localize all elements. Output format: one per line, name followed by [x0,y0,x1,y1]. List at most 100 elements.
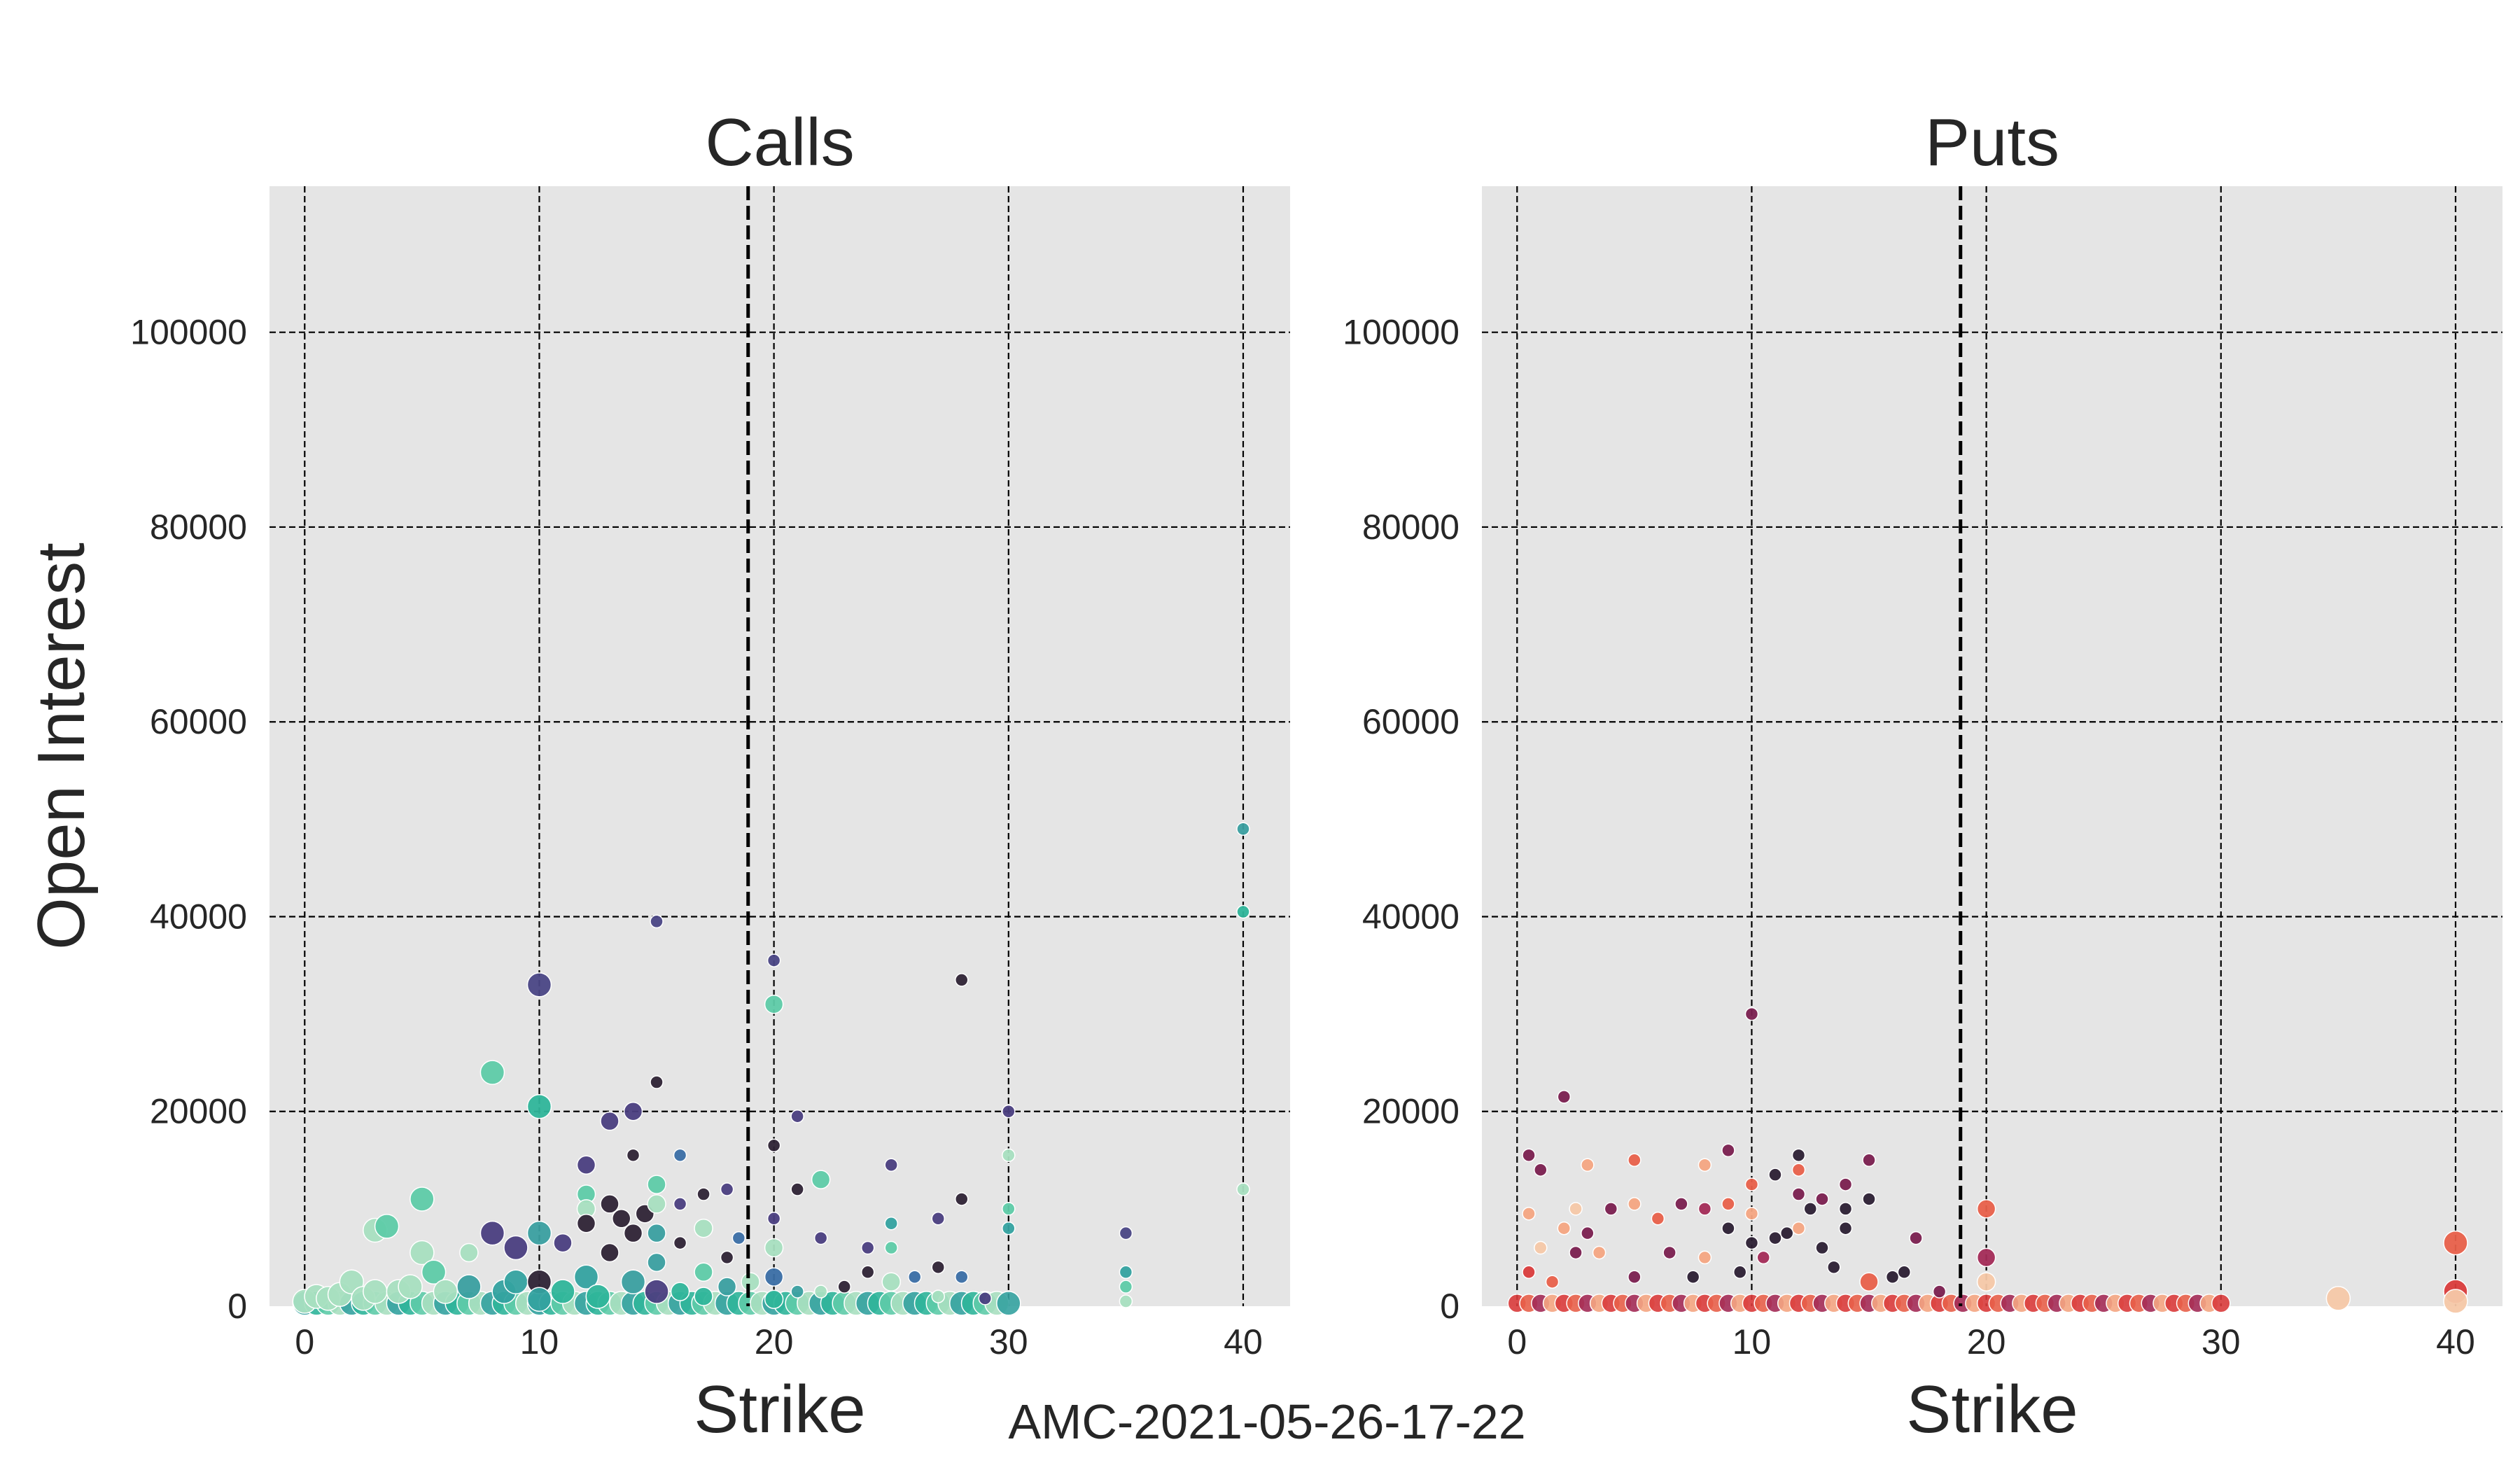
calls-data-point [600,1194,620,1214]
puts-data-point [1815,1192,1829,1206]
puts-data-point [1827,1260,1841,1275]
calls-data-point [1236,822,1250,836]
calls-data-point [764,994,784,1014]
calls-data-point [479,1060,505,1085]
calls-data-point [459,1242,479,1263]
calls-data-point [479,1220,505,1246]
calls-data-point [766,953,781,967]
puts-data-point [1779,1226,1794,1240]
calls-data-point [884,1216,898,1231]
calls-data-point [766,1138,781,1153]
puts-data-point [1557,1221,1572,1236]
puts-y-tick-label: 80000 [1362,507,1460,547]
puts-data-point [1744,1007,1759,1021]
puts-data-point [2325,1286,2351,1311]
calls-data-point [526,972,552,997]
calls-data-point [573,1264,599,1290]
calls-data-point [1002,1221,1016,1236]
puts-data-point [1976,1272,1996,1292]
calls-data-point [884,1240,898,1255]
puts-data-point [1534,1240,1548,1255]
calls-data-point [1236,1182,1250,1196]
calls-data-point [955,1192,969,1206]
calls-data-point [421,1259,447,1285]
calls-title: Calls [705,105,854,180]
puts-baseline-point [2211,1294,2231,1313]
puts-data-point [1522,1207,1536,1221]
calls-data-point [811,1170,831,1189]
calls-data-point [526,1094,552,1119]
puts-data-point [1744,1207,1759,1221]
calls-data-point [1002,1148,1016,1163]
calls-data-point [600,1242,620,1263]
calls-data-point [764,1289,784,1310]
puts-y-tick-label: 40000 [1362,897,1460,936]
calls-data-point [907,1270,922,1284]
puts-data-point [1976,1247,1996,1268]
calls-data-point [623,1223,643,1243]
calls-data-point [526,1287,552,1312]
puts-y-tick-label: 60000 [1362,702,1460,741]
calls-x-ticks: 0 10 20 30 40 [295,1322,1262,1362]
puts-data-point [1569,1202,1583,1216]
puts-data-point [1791,1187,1806,1201]
calls-data-point [1119,1226,1133,1240]
puts-data-point [1662,1245,1676,1260]
calls-data-point [1236,904,1250,919]
puts-grid [1482,186,2502,1306]
calls-data-point [647,1223,666,1243]
puts-data-point [1768,1231,1782,1245]
calls-data-point [374,1214,400,1239]
calls-data-point [644,1279,669,1304]
puts-data-point [1932,1284,1947,1298]
calls-grid [270,186,1290,1306]
calls-y-tick-label: 0 [227,1287,247,1326]
puts-data-point [1791,1163,1806,1177]
calls-data-point [732,1231,746,1245]
puts-data-point [1604,1202,1618,1216]
calls-data-point [398,1274,423,1299]
calls-data-point [860,1265,875,1280]
calls-x-tick-label: 0 [295,1322,314,1362]
puts-y-ticks: 0 20000 40000 60000 80000 100000 [1343,313,1460,1326]
puts-data-point [1838,1221,1853,1236]
calls-data-point [433,1279,458,1304]
puts-data-point [1768,1168,1782,1182]
calls-data-point [410,1240,435,1266]
calls-panel: 0 10 20 30 40 0 20000 40000 60000 80000 100000 Ca… [24,105,1290,1447]
calls-data-point [860,1240,875,1255]
calls-data-point [550,1279,575,1304]
puts-data-point [1651,1212,1665,1226]
calls-x-tick-label: 30 [989,1322,1028,1362]
calls-data-point [585,1284,610,1309]
puts-data-point [1721,1197,1735,1211]
calls-data-point [790,1284,804,1298]
puts-data-point [1756,1250,1770,1265]
calls-data-point [1119,1280,1133,1294]
calls-data-point [931,1212,945,1226]
calls-data-point [790,1109,804,1124]
puts-title: Puts [1925,105,2059,180]
calls-data-point [931,1260,945,1275]
puts-plot-area [1482,186,2502,1306]
calls-data-point [696,1187,710,1201]
calls-data-point [720,1250,734,1265]
calls-data-point [670,1282,690,1301]
puts-data-point [1885,1270,1900,1284]
puts-data-point [1897,1265,1912,1280]
puts-data-point [1815,1240,1829,1255]
puts-data-point [1698,1158,1712,1172]
calls-data-point [717,1277,737,1296]
calls-data-point [503,1235,528,1261]
puts-data-point [1744,1236,1759,1250]
calls-data-point [694,1287,713,1306]
puts-y-tick-label: 100000 [1343,313,1460,352]
puts-points [1507,1007,2468,1314]
puts-x-tick-label: 40 [2436,1322,2475,1362]
calls-data-point [978,1292,993,1306]
puts-data-point [1721,1143,1735,1158]
calls-data-point [955,1270,969,1284]
puts-data-point [1909,1231,1923,1245]
calls-y-tick-label: 40000 [150,897,247,936]
puts-data-point [1732,1265,1747,1280]
